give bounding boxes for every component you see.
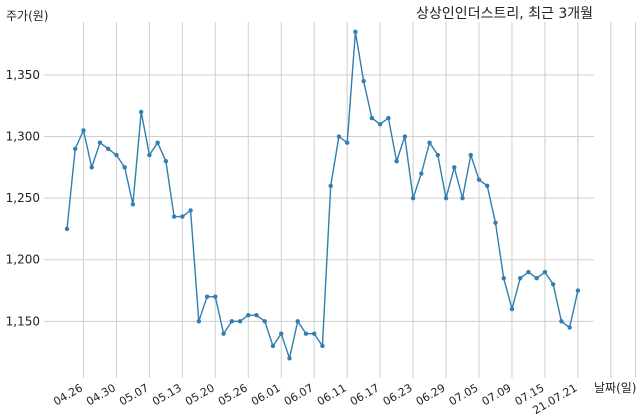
data-point (402, 134, 408, 139)
data-point (64, 226, 70, 232)
y-tick-labels: 1,150 1,200 1,250 1,300 1,350 (6, 68, 40, 328)
data-point (501, 276, 506, 281)
data-point (550, 282, 556, 287)
data-point (303, 331, 309, 336)
data-point (81, 128, 86, 133)
data-point (246, 312, 251, 318)
data-point (468, 152, 473, 158)
data-point (213, 294, 218, 299)
data-point (221, 331, 226, 336)
data-point (204, 294, 210, 299)
data-point (287, 356, 292, 361)
data-point (518, 276, 523, 281)
data-point (262, 319, 267, 324)
data-point (443, 195, 449, 201)
data-point (138, 109, 144, 115)
x-axis-label: 날짜(일) (594, 381, 636, 395)
data-point (270, 343, 276, 349)
data-point (435, 152, 440, 158)
data-point (295, 319, 300, 324)
y-tick-label: 1,300 (6, 130, 40, 144)
data-point (279, 331, 284, 336)
chart-title: 상상인인더스트리, 최근 3개월 (416, 6, 593, 22)
data-point (130, 202, 136, 207)
data-point (155, 140, 160, 145)
price-series (64, 29, 581, 361)
data-point (353, 29, 358, 35)
y-tick-label: 1,200 (6, 253, 40, 267)
data-point (534, 276, 539, 281)
data-point (171, 214, 177, 219)
data-point (336, 134, 342, 139)
data-point (122, 165, 127, 170)
data-point (147, 152, 152, 158)
data-point (163, 158, 169, 164)
data-point (196, 319, 202, 324)
data-point (229, 319, 234, 324)
data-point (188, 208, 193, 213)
data-point (361, 78, 366, 84)
data-point (485, 183, 490, 189)
data-point (328, 183, 333, 189)
data-point (460, 195, 465, 201)
data-point (106, 146, 111, 152)
x-gridlines (82, 22, 637, 378)
data-point (377, 122, 383, 127)
y-axis-label: 주가(원) (6, 9, 48, 23)
data-point (452, 165, 457, 170)
y-tick-label: 1,350 (6, 68, 40, 82)
data-point (386, 115, 391, 121)
data-point (369, 115, 375, 121)
data-point (542, 269, 548, 275)
data-point (237, 319, 243, 324)
data-point (320, 343, 325, 349)
data-point (312, 331, 317, 336)
data-point (526, 269, 531, 275)
data-point (114, 152, 119, 158)
y-tick-label: 1,150 (6, 314, 40, 328)
data-point (567, 325, 572, 330)
data-point (575, 288, 581, 293)
data-point (97, 140, 103, 145)
data-point (254, 312, 259, 318)
data-point (493, 220, 498, 225)
data-point (476, 177, 482, 182)
data-point (509, 306, 515, 312)
data-point (427, 140, 432, 145)
data-point (394, 158, 399, 164)
data-point (73, 146, 78, 152)
data-point (419, 171, 424, 176)
y-tick-label: 1,250 (6, 191, 40, 205)
data-point (559, 319, 564, 324)
data-point (410, 195, 416, 201)
data-point (180, 214, 185, 219)
y-gridlines (44, 74, 594, 322)
data-point (89, 165, 94, 170)
data-point (344, 140, 350, 145)
